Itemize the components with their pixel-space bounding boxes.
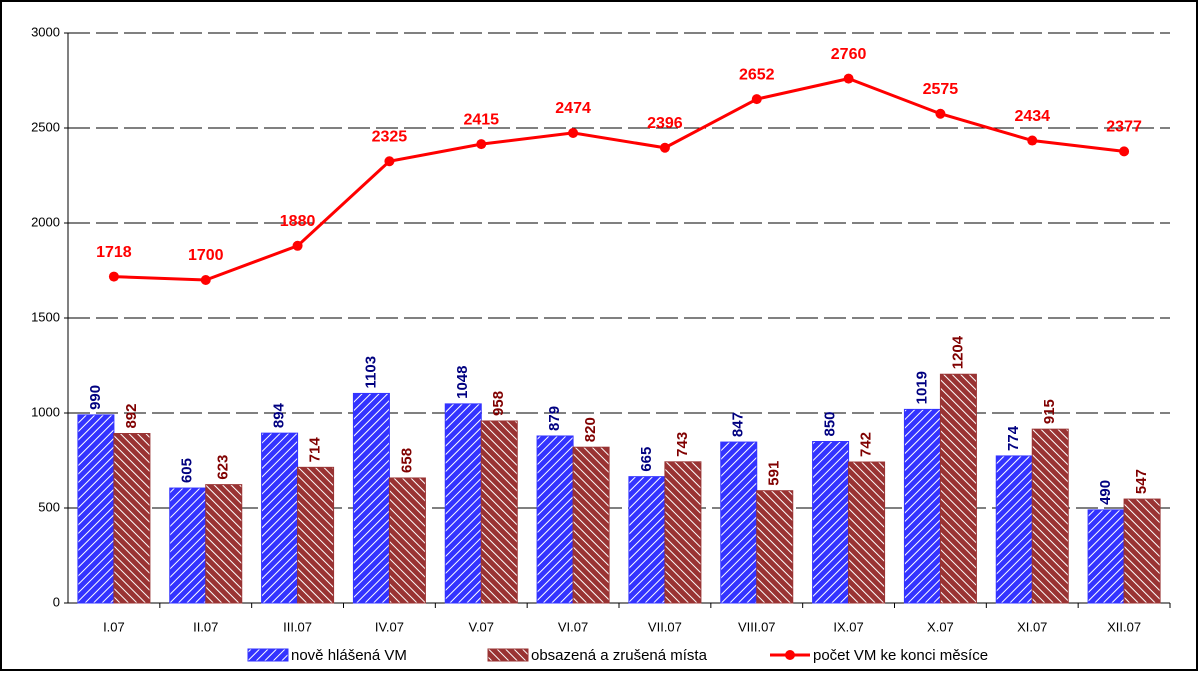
point <box>1027 135 1038 146</box>
point-label: 2325 <box>372 128 408 145</box>
point-label: 2434 <box>1014 108 1050 125</box>
bar <box>812 441 850 604</box>
point-label: 1700 <box>188 247 224 264</box>
x-tick-label: III.07 <box>283 619 312 634</box>
bar <box>536 435 574 604</box>
point-label: 2760 <box>831 46 867 63</box>
bar <box>352 392 390 604</box>
bar <box>995 455 1033 604</box>
bar-label: 714 <box>307 437 324 463</box>
point <box>659 142 670 153</box>
y-tick-label: 3000 <box>31 24 60 39</box>
bar-label: 623 <box>215 455 232 480</box>
x-tick-label: XI.07 <box>1017 619 1047 634</box>
bar-label: 850 <box>822 411 839 436</box>
bar-label: 990 <box>87 385 104 410</box>
line <box>113 77 1125 282</box>
x-tick-label: V.07 <box>468 619 494 634</box>
bar <box>939 373 977 604</box>
legend-label: obsazená a zrušená místa <box>531 647 708 664</box>
bar <box>1087 509 1125 604</box>
point-label: 2575 <box>923 81 959 98</box>
legend-marker <box>785 650 795 660</box>
bar-label: 820 <box>582 417 599 442</box>
bar <box>480 420 518 604</box>
bar <box>903 408 941 604</box>
bar <box>1123 498 1161 604</box>
bar-label: 847 <box>730 412 747 437</box>
legend-label: nově hlášená VM <box>291 647 407 664</box>
bar-label: 547 <box>1133 469 1150 494</box>
point <box>751 94 762 105</box>
bar-label: 1103 <box>362 356 379 389</box>
legend-label: počet VM ke konci měsíce <box>813 647 988 664</box>
point <box>200 275 211 285</box>
bar-label: 490 <box>1097 480 1114 505</box>
bar-label: 1019 <box>913 371 930 404</box>
bar <box>388 477 426 604</box>
x-tick-label: VI.07 <box>558 619 588 634</box>
bar <box>848 461 886 604</box>
x-tick-label: II.07 <box>193 619 218 634</box>
bar-label: 879 <box>546 406 563 431</box>
bar <box>572 446 610 604</box>
y-tick-label: 2500 <box>31 119 60 134</box>
point-label: 2652 <box>739 66 775 83</box>
bar <box>444 403 482 604</box>
bar <box>113 433 151 604</box>
bar <box>756 490 794 604</box>
x-tick-label: I.07 <box>103 619 125 634</box>
point-label: 2474 <box>555 100 591 117</box>
bar-label: 1048 <box>454 366 471 399</box>
point <box>476 139 487 150</box>
bar-label: 743 <box>674 432 691 457</box>
y-tick-label: 500 <box>38 499 60 514</box>
x-tick-label: X.07 <box>927 619 954 634</box>
point <box>108 271 119 282</box>
bar <box>1031 428 1069 604</box>
bar <box>720 441 758 604</box>
point-label: 2415 <box>463 111 499 128</box>
point <box>935 108 946 119</box>
y-tick-label: 2000 <box>31 214 60 229</box>
bar <box>169 487 207 604</box>
bar-label: 658 <box>398 448 415 473</box>
y-tick-label: 0 <box>53 594 60 609</box>
bar <box>77 414 115 604</box>
y-tick-label: 1500 <box>31 309 60 324</box>
bar-label: 958 <box>490 391 507 416</box>
bar <box>261 432 299 604</box>
bar-label: 605 <box>179 458 196 483</box>
bar-label: 1204 <box>949 335 966 369</box>
x-tick-label: VII.07 <box>648 619 682 634</box>
point-label: 2377 <box>1106 119 1142 136</box>
x-tick-label: IX.07 <box>833 619 863 634</box>
point <box>568 127 579 138</box>
point-label: 2396 <box>647 115 683 132</box>
bar-label: 742 <box>858 432 875 457</box>
x-tick-label: IV.07 <box>375 619 404 634</box>
legend-swatch <box>247 648 289 662</box>
point-label: 1718 <box>96 244 132 261</box>
bar-label: 591 <box>766 461 783 486</box>
bar-label: 915 <box>1041 399 1058 424</box>
y-tick-label: 1000 <box>31 404 60 419</box>
point-label: 1880 <box>280 213 316 230</box>
bar-label: 774 <box>1005 425 1022 451</box>
x-tick-label: VIII.07 <box>738 619 776 634</box>
bar <box>297 466 335 604</box>
bar-label: 894 <box>271 402 288 428</box>
point <box>1119 146 1130 157</box>
bar-label: 665 <box>638 447 655 472</box>
point <box>843 73 854 84</box>
bar <box>628 476 666 604</box>
bar <box>205 484 243 604</box>
bar <box>664 461 702 604</box>
x-tick-label: XII.07 <box>1107 619 1141 634</box>
legend-swatch <box>487 648 529 662</box>
bar-label: 892 <box>123 403 140 428</box>
point <box>384 156 395 167</box>
point <box>292 240 303 251</box>
